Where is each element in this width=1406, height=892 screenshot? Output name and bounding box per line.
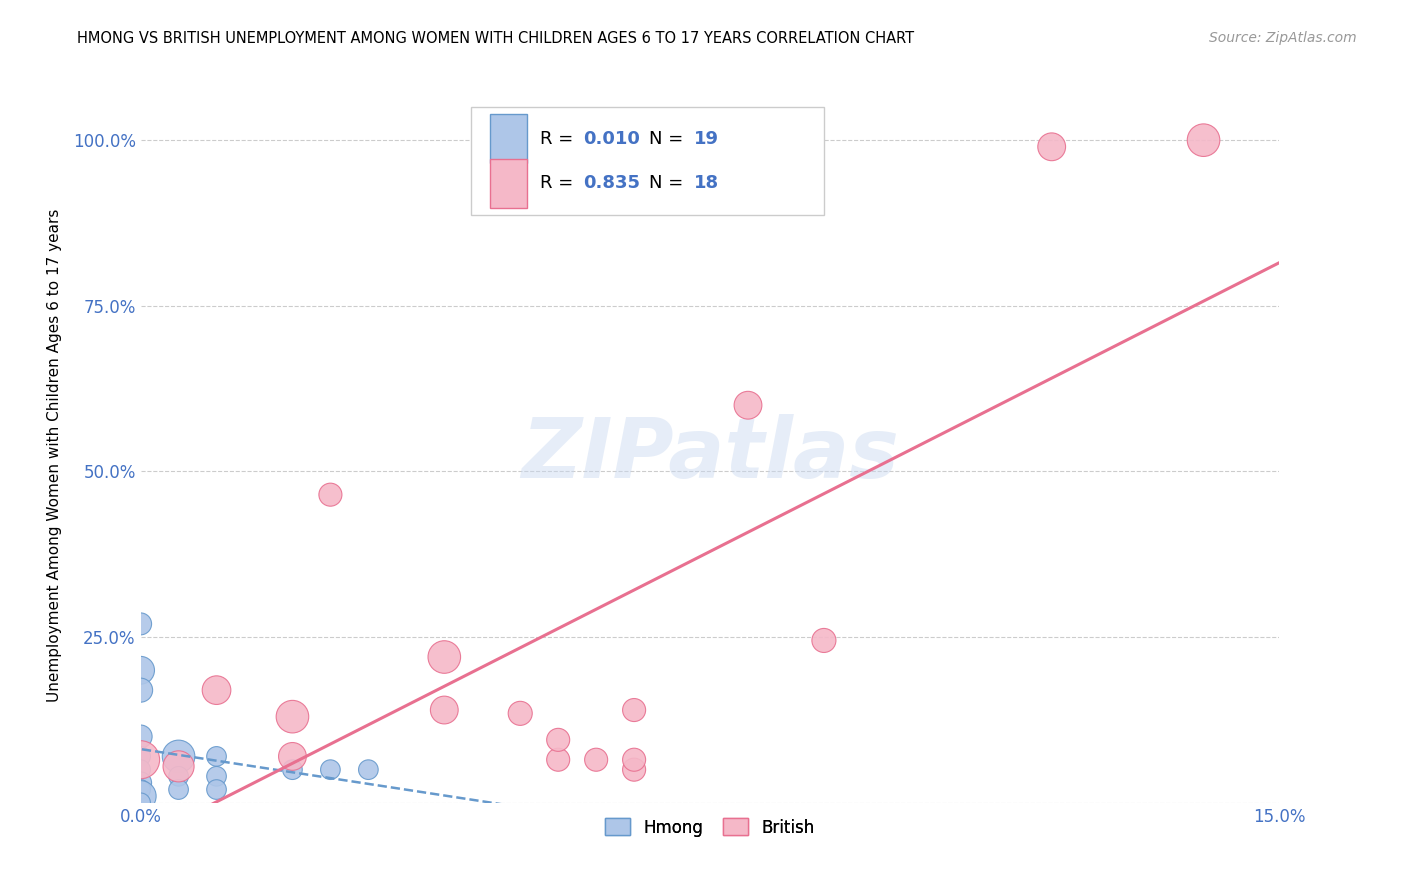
Point bbox=[129, 789, 152, 804]
Point bbox=[585, 753, 607, 767]
Point bbox=[319, 763, 342, 777]
Point bbox=[509, 706, 531, 721]
Legend: Hmong, British: Hmong, British bbox=[599, 812, 821, 843]
Text: ZIPatlas: ZIPatlas bbox=[522, 415, 898, 495]
Text: Source: ZipAtlas.com: Source: ZipAtlas.com bbox=[1209, 31, 1357, 45]
Point bbox=[357, 763, 380, 777]
Point bbox=[129, 776, 152, 790]
Point bbox=[205, 782, 228, 797]
Point bbox=[737, 398, 759, 412]
Point bbox=[623, 763, 645, 777]
Text: R =: R = bbox=[540, 174, 579, 192]
Point bbox=[1040, 140, 1063, 154]
Point bbox=[129, 796, 152, 810]
Point bbox=[129, 763, 152, 777]
Text: 19: 19 bbox=[695, 129, 718, 148]
Point bbox=[167, 782, 190, 797]
FancyBboxPatch shape bbox=[491, 114, 527, 163]
Point bbox=[205, 749, 228, 764]
Point bbox=[205, 769, 228, 783]
Text: N =: N = bbox=[648, 174, 689, 192]
Point bbox=[547, 753, 569, 767]
Point bbox=[281, 749, 304, 764]
Text: HMONG VS BRITISH UNEMPLOYMENT AMONG WOMEN WITH CHILDREN AGES 6 TO 17 YEARS CORRE: HMONG VS BRITISH UNEMPLOYMENT AMONG WOME… bbox=[77, 31, 914, 46]
Text: 0.010: 0.010 bbox=[583, 129, 641, 148]
Point bbox=[167, 749, 190, 764]
Point bbox=[129, 683, 152, 698]
Point bbox=[623, 703, 645, 717]
Point bbox=[433, 650, 456, 665]
Point bbox=[623, 753, 645, 767]
Point bbox=[433, 703, 456, 717]
Point bbox=[129, 730, 152, 744]
Text: R =: R = bbox=[540, 129, 579, 148]
Point bbox=[129, 663, 152, 677]
Point bbox=[129, 753, 152, 767]
Y-axis label: Unemployment Among Women with Children Ages 6 to 17 years: Unemployment Among Women with Children A… bbox=[46, 208, 62, 702]
Point bbox=[129, 749, 152, 764]
Point bbox=[547, 732, 569, 747]
Point bbox=[129, 616, 152, 631]
Point bbox=[319, 488, 342, 502]
Point bbox=[167, 769, 190, 783]
Point bbox=[281, 709, 304, 723]
Text: 0.835: 0.835 bbox=[583, 174, 641, 192]
Point bbox=[129, 782, 152, 797]
Point bbox=[813, 633, 835, 648]
Text: 18: 18 bbox=[695, 174, 720, 192]
Point bbox=[167, 759, 190, 773]
Point bbox=[205, 683, 228, 698]
Point bbox=[281, 763, 304, 777]
Point bbox=[1192, 133, 1215, 147]
Text: N =: N = bbox=[648, 129, 689, 148]
FancyBboxPatch shape bbox=[491, 159, 527, 208]
FancyBboxPatch shape bbox=[471, 107, 824, 215]
